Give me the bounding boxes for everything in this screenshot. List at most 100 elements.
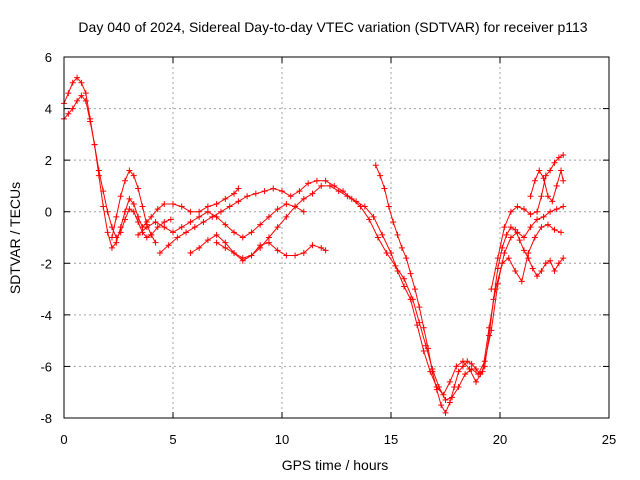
data-point [283,252,290,259]
data-point [527,193,534,200]
data-point [459,363,466,370]
data-point [196,213,203,220]
data-point [231,190,238,197]
data-point [65,90,72,97]
data-point [553,206,560,213]
data-point [534,216,541,223]
data-point [265,213,272,220]
grid [64,57,609,418]
data-point [108,234,115,241]
data-point [538,268,545,275]
y-axis-label: SDTVAR / TECUs [7,182,23,294]
data-point [178,203,185,210]
data-point [108,244,115,251]
data-point [265,239,272,246]
data-point [414,322,421,329]
data-point [374,234,381,241]
data-point [104,208,111,215]
data-point [135,219,142,226]
data-point [231,229,238,236]
series-line [137,203,305,239]
data-point [296,188,303,195]
data-point [178,224,185,231]
data-point [553,182,560,189]
series-line [490,154,564,290]
data-point [394,231,401,238]
data-point [170,200,176,207]
data-point [451,384,458,391]
data-point [152,239,159,246]
data-point [244,193,251,200]
data-point [326,182,333,189]
data-point [74,97,81,104]
data-point [187,219,194,226]
data-point [388,249,394,256]
data-point [113,239,120,246]
data-point [313,177,320,184]
data-point [370,213,377,220]
data-point [91,141,98,148]
data-point [95,167,102,174]
data-point [239,255,246,262]
data-point [560,203,567,210]
data-point [361,203,368,210]
data-point [126,195,133,202]
data-point [379,231,386,238]
data-point [248,252,255,259]
data-point [117,193,124,200]
series-track-7 [135,200,307,241]
data-point [252,190,259,197]
data-point [213,231,220,238]
data-point [494,255,501,262]
data-point [551,159,558,166]
data-point [440,391,447,398]
data-point [503,231,510,238]
data-point [401,275,408,282]
data-point [187,208,194,215]
data-point [204,208,211,215]
data-point [512,226,519,233]
y-tick-label: -2 [40,256,52,271]
data-point [560,255,567,262]
series-track-8 [372,162,567,416]
data-point [213,239,220,246]
data-point [217,208,224,215]
data-point [318,182,325,189]
data-point [122,177,129,184]
data-point [534,273,541,280]
data-point [167,216,174,223]
data-point [560,177,567,184]
data-point [462,371,469,378]
data-point [518,278,525,285]
data-point [372,162,379,169]
data-point [525,255,532,262]
data-point [292,252,299,259]
data-point [117,229,124,236]
data-point [547,257,554,264]
data-point [113,213,120,220]
data-point [555,154,562,161]
data-point [531,177,538,184]
data-point [196,244,203,251]
data-point [74,74,81,81]
data-point [540,175,547,182]
data-point [438,402,445,409]
data-point [95,172,102,179]
data-point [152,219,159,226]
data-point [520,234,527,241]
data-point [420,324,427,331]
data-point [69,79,76,86]
axis-ticks: 0 5 10 15 20 25 -8 -6 -4 -2 0 2 4 6 [40,50,616,447]
data-point [425,345,432,352]
data-point [222,221,229,228]
data-point [442,396,449,403]
data-point [473,378,480,385]
y-tick-label: -4 [40,308,52,323]
plot-area [61,74,567,416]
y-tick-label: 2 [45,153,52,168]
y-tick-label: -8 [40,411,52,426]
data-point [65,110,72,117]
data-point [161,224,168,231]
x-tick-label: 20 [493,432,507,447]
data-point [78,92,85,99]
